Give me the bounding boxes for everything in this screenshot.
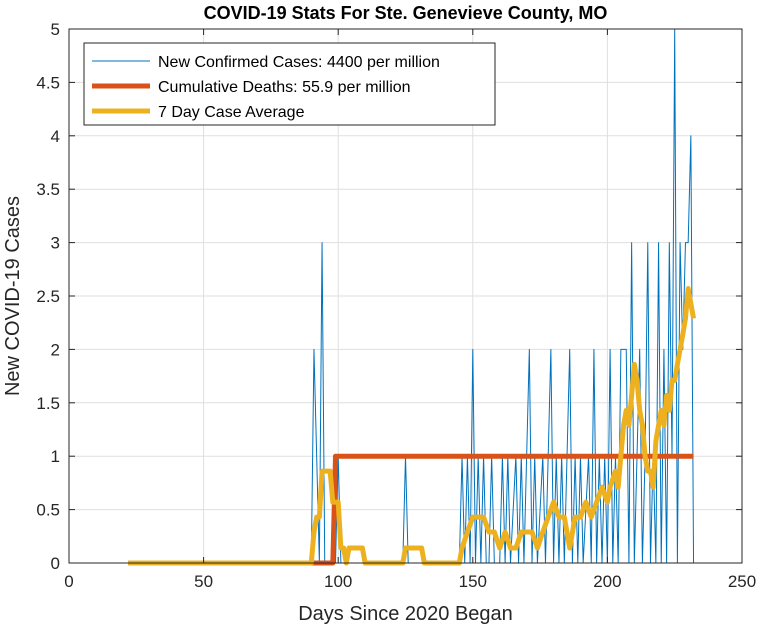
y-tick-label: 2 (51, 340, 60, 359)
x-tick-label: 50 (194, 572, 213, 591)
y-tick-label: 5 (51, 20, 60, 39)
y-tick-label: 1 (51, 447, 60, 466)
legend-box (83, 42, 496, 126)
y-tick-label: 0.5 (36, 501, 60, 520)
legend-label-deaths: Cumulative Deaths: 55.9 per million (158, 79, 411, 96)
x-tick-label: 150 (459, 572, 487, 591)
y-tick-label: 1.5 (36, 394, 60, 413)
y-axis-label: New COVID-19 Cases (2, 196, 24, 396)
x-tick-label: 100 (324, 572, 352, 591)
y-tick-label: 3.5 (36, 180, 60, 199)
y-tick-label: 0 (51, 554, 60, 573)
y-tick-label: 3 (51, 234, 60, 253)
chart-title: COVID-19 Stats For Ste. Genevieve County… (204, 3, 608, 23)
x-tick-label: 0 (64, 572, 73, 591)
legend-label-new-cases: New Confirmed Cases: 4400 per million (158, 54, 440, 71)
x-axis-label: Days Since 2020 Began (298, 603, 513, 625)
y-tick-label: 4 (51, 127, 60, 146)
ticks: 0 50 100 150 200 250 0 0.5 1 1.5 2 2.5 3 3.5 4 4.5 5 (36, 20, 756, 591)
series-line-average (128, 286, 697, 566)
x-tick-label: 250 (728, 572, 756, 591)
x-tick-label: 200 (593, 572, 621, 591)
legend: New Confirmed Cases: 4400 per million Cu… (83, 42, 496, 126)
y-tick-label: 4.5 (36, 73, 60, 92)
legend-label-average: 7 Day Case Average (158, 104, 305, 121)
y-tick-label: 2.5 (36, 287, 60, 306)
